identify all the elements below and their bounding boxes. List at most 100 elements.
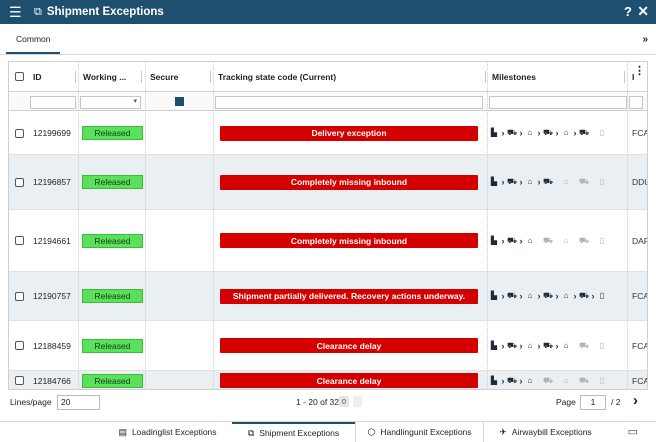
milestone-icon: ⌂: [527, 340, 533, 350]
row-checkbox[interactable]: [15, 177, 24, 187]
tracking-state-badge: Clearance delay: [220, 338, 478, 353]
filter-milestones-input[interactable]: [489, 96, 627, 109]
milestone-icon: ⛟: [579, 128, 590, 137]
column-menu-icon[interactable]: ⋮: [634, 65, 645, 77]
chevron-right-icon: ›: [537, 128, 541, 138]
next-page-icon[interactable]: ›: [633, 392, 638, 409]
chevron-right-icon: ›: [573, 291, 577, 301]
tracking-state-badge: Delivery exception: [220, 125, 478, 141]
box-icon: ⬡: [367, 426, 376, 437]
tab-loadinglist-exceptions[interactable]: ▤ Loadinglist Exceptions: [118, 426, 217, 438]
column-divider: [213, 62, 214, 389]
filter-state-input[interactable]: [215, 96, 483, 109]
milestone-icon: ⛟: [543, 177, 554, 186]
tab-airwaybill-exceptions[interactable]: ✈ Airwaybill Exceptions: [483, 422, 607, 442]
milestone-icon: ⛟: [507, 177, 518, 186]
milestone-icon: ⛟: [507, 128, 518, 137]
column-header-inco[interactable]: I: [632, 72, 635, 82]
row-incoterm: FCA: [632, 291, 648, 301]
milestone-icon: ▙: [490, 128, 498, 137]
chevron-right-icon: ›: [537, 177, 541, 187]
title-bar: ☰ ⧉ Shipment Exceptions ? ✕: [0, 0, 656, 24]
chevron-right-icon: ›: [591, 291, 595, 301]
chevron-right-icon: ›: [589, 128, 597, 138]
monitor-icon[interactable]: ▭: [627, 426, 638, 438]
tab-shipment-exceptions[interactable]: ⧉ Shipment Exceptions: [232, 422, 355, 442]
column-header-id[interactable]: ID: [29, 62, 79, 92]
milestone-icon: ▙: [490, 375, 498, 385]
row-incoterm: DAP: [632, 235, 648, 246]
milestone-icon: ▙: [490, 235, 498, 245]
filter-working-select[interactable]: ▾: [80, 96, 141, 109]
milestone-icon: ▙: [490, 340, 498, 350]
milestone-icon: ⛟: [507, 235, 518, 245]
exceptions-grid: ID Working ... Secure Tracking state cod…: [8, 61, 648, 390]
airplane-icon: ✈: [499, 426, 507, 437]
tab-handlingunit-exceptions[interactable]: ⬡ Handlingunit Exceptions: [355, 422, 483, 442]
chevron-right-icon: ›: [571, 236, 579, 246]
filter-inco-input[interactable]: [629, 96, 643, 109]
clear-selection-icon[interactable]: [353, 396, 362, 407]
milestone-icon: ▯: [599, 291, 605, 300]
table-row[interactable]: 12196857 Released Completely missing inbou…: [9, 155, 647, 210]
milestones: ▙›⛟›⌂›⛟›⌂›⛟›▯: [489, 112, 607, 154]
milestone-icon: ⌂: [563, 177, 569, 186]
chevron-right-icon: ›: [519, 291, 523, 301]
tracking-state-badge: Shipment partially delivered. Recovery a…: [220, 288, 478, 304]
page-input[interactable]: 1: [580, 395, 606, 410]
column-header-secure[interactable]: Secure: [146, 62, 214, 92]
chevron-right-icon: ›: [555, 128, 559, 138]
chevron-right-icon: ›: [589, 177, 597, 187]
chevron-right-icon: ›: [571, 177, 579, 187]
milestone-icon: ⛟: [543, 375, 554, 385]
row-checkbox[interactable]: [15, 376, 24, 385]
page-total: / 2: [611, 397, 621, 407]
close-icon[interactable]: ✕: [637, 3, 649, 19]
milestone-icon: ⛟: [579, 177, 590, 186]
table-row[interactable]: 12194661 Released Completely missing inbou…: [9, 210, 648, 272]
row-id: 12196857: [33, 177, 71, 187]
status-badge: Released: [82, 233, 143, 248]
table-row[interactable]: 12188459 Released Clearance delay ▙ › ⛟ › ⌂ › ⛟ › ⌂…: [9, 321, 648, 371]
status-badge: Released: [82, 289, 143, 303]
hamburger-icon[interactable]: ☰: [9, 4, 22, 20]
milestone-icon: ⌂: [527, 235, 533, 245]
row-checkbox[interactable]: [15, 128, 24, 138]
row-incoterm: FCA: [632, 375, 648, 386]
milestone-icon: ⌂: [563, 128, 569, 137]
row-checkbox[interactable]: [15, 236, 24, 245]
select-all-checkbox[interactable]: [15, 72, 24, 81]
status-badge: Released: [82, 338, 143, 353]
milestone-icon: ⛟: [543, 340, 554, 350]
tracking-state-badge: Clearance delay: [220, 373, 478, 388]
status-badge: Released: [82, 126, 143, 140]
filter-secure-checkbox[interactable]: [175, 97, 184, 106]
row-id: 12188459: [33, 340, 71, 351]
chevron-right-icon: ›: [519, 235, 523, 246]
chevron-right-icon: ›: [553, 177, 561, 187]
column-header-working[interactable]: Working ...: [79, 62, 145, 92]
row-checkbox[interactable]: [15, 341, 24, 350]
table-row[interactable]: 12190757 Released Shipment partially deliv…: [9, 272, 648, 321]
filter-id-input[interactable]: [30, 96, 76, 109]
help-icon[interactable]: ?: [624, 4, 632, 19]
tab-common[interactable]: Common: [6, 34, 61, 54]
milestones: ▙›⛟›⌂›⛟›⌂›⛟›▯: [489, 155, 607, 209]
milestone-icon: ⛟: [579, 340, 590, 350]
row-checkbox[interactable]: [15, 291, 24, 301]
table-row[interactable]: 12199699 Released Delivery exception ▙ › ⛟ › ⌂ ›…: [9, 112, 648, 155]
chevron-right-icon: ›: [555, 340, 559, 351]
chevron-right-icon: ›: [589, 341, 597, 351]
chevron-right-icon: ›: [535, 376, 543, 386]
expand-icon[interactable]: »: [642, 34, 648, 45]
chevron-right-icon: ›: [589, 236, 597, 246]
row-incoterm: FCA: [632, 128, 648, 138]
column-header-milestones[interactable]: Milestones: [488, 62, 628, 92]
lines-per-page-input[interactable]: 20: [57, 395, 100, 410]
column-divider: [145, 62, 146, 389]
chevron-right-icon: ›: [519, 340, 523, 351]
row-incoterm: FCA: [632, 340, 648, 351]
chevron-down-icon: ▾: [133, 98, 137, 105]
column-header-state[interactable]: Tracking state code (Current): [214, 62, 489, 92]
